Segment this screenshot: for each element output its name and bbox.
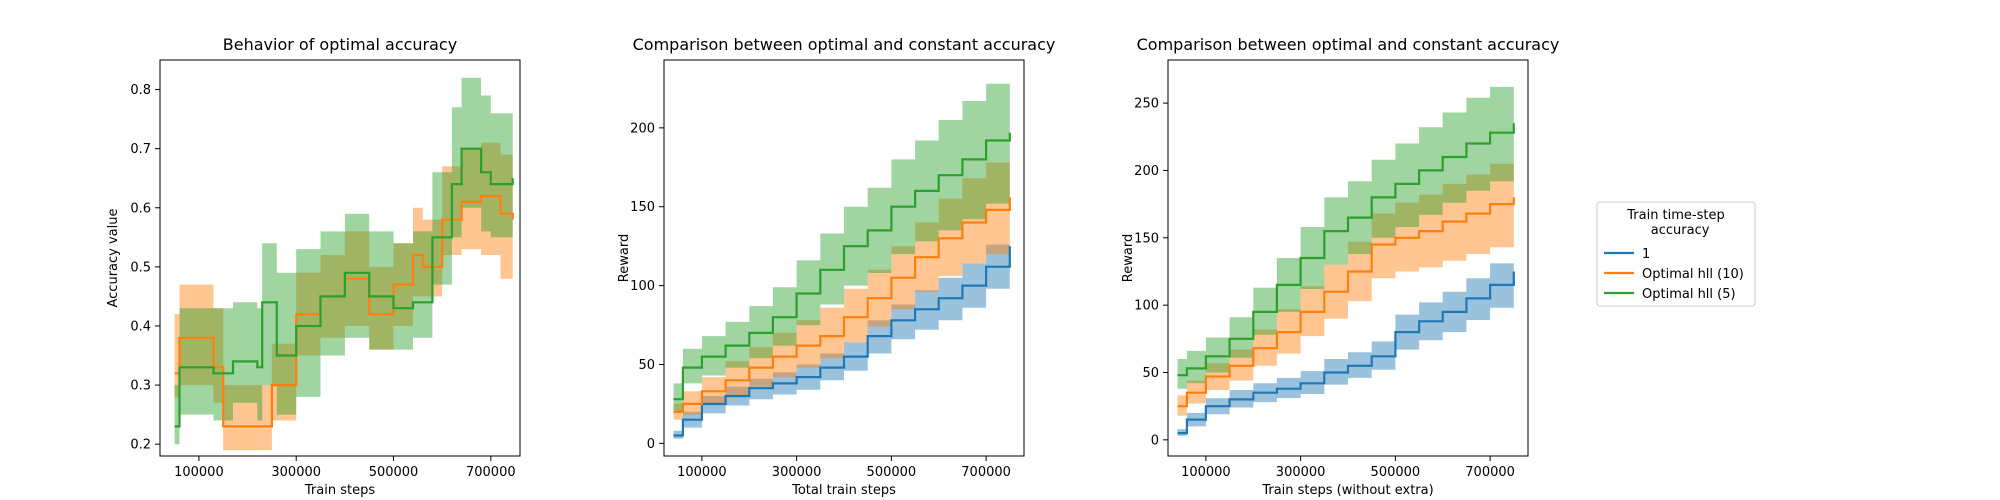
y-tick-label: 50 xyxy=(638,358,655,373)
x-tick-label: 700000 xyxy=(961,465,1011,480)
x-tick-label: 700000 xyxy=(1465,465,1515,480)
chart-reward-total-steps: Comparison between optimal and constant … xyxy=(617,35,1055,498)
y-axis-label: Reward xyxy=(1121,234,1136,282)
y-tick-label: 0 xyxy=(647,437,655,452)
x-tick-label: 100000 xyxy=(174,465,224,480)
legend-label-1: 1 xyxy=(1642,247,1650,262)
y-tick-label: 0.7 xyxy=(130,142,151,157)
x-tick-label: 100000 xyxy=(1181,465,1231,480)
y-tick-label: 150 xyxy=(630,200,655,215)
x-tick-label: 500000 xyxy=(867,465,917,480)
legend-title-line-1: Train time-step xyxy=(1626,208,1725,223)
axes-frame xyxy=(1167,59,1529,457)
x-tick-label: 100000 xyxy=(677,465,727,480)
band-series-1 xyxy=(174,77,513,445)
x-tick-label: 500000 xyxy=(369,465,419,480)
band-1 xyxy=(1177,251,1514,436)
y-axis-label: Accuracy value xyxy=(106,209,121,308)
y-axis-label: Reward xyxy=(617,234,632,282)
y-tick-label: 0 xyxy=(1151,433,1159,448)
line-optimal-hll-10 xyxy=(673,197,1011,413)
line-optimal-hll-5 xyxy=(673,132,1011,401)
y-tick-label: 50 xyxy=(1142,366,1159,381)
y-tick-label: 200 xyxy=(1134,164,1159,179)
band-optimal-hll-10 xyxy=(673,143,1010,420)
y-tick-label: 0.8 xyxy=(130,83,151,98)
x-axis-label: Total train steps xyxy=(791,483,896,498)
legend-title-line-2: accuracy xyxy=(1643,223,1710,238)
line-optimal-hll-10 xyxy=(1177,197,1515,408)
y-tick-label: 100 xyxy=(630,279,655,294)
line-1 xyxy=(1177,271,1515,435)
x-tick-label: 700000 xyxy=(466,465,516,480)
y-tick-label: 250 xyxy=(1134,97,1159,112)
band-optimal-hll-10 xyxy=(1177,154,1514,416)
y-tick-label: 0.6 xyxy=(130,201,151,216)
chart-reward-without-extra: Comparison between optimal and constant … xyxy=(1121,35,1559,498)
chart-optimal-accuracy: Behavior of optimal accuracy 100000 300000… xyxy=(106,35,521,498)
x-axis-label: Train steps (without extra) xyxy=(1261,483,1433,498)
legend-label-optimal-hll-5: Optimal hll (5) xyxy=(1642,287,1736,302)
axes-frame xyxy=(159,59,521,457)
x-tick-label: 500000 xyxy=(1371,465,1421,480)
y-tick-label: 0.5 xyxy=(130,260,151,275)
x-tick-label: 300000 xyxy=(1276,465,1326,480)
y-tick-label: 0.3 xyxy=(130,379,151,394)
y-tick-label: 150 xyxy=(1134,231,1159,246)
band-optimal-hll-5 xyxy=(673,80,1010,412)
y-tick-label: 100 xyxy=(1134,299,1159,314)
x-axis-label: Train steps xyxy=(304,483,375,498)
line-1 xyxy=(673,246,1011,437)
y-tick-label: 200 xyxy=(630,121,655,136)
y-tick-label: 0.2 xyxy=(130,438,151,453)
x-tick-label: 300000 xyxy=(772,465,822,480)
legend-frame xyxy=(1596,201,1756,307)
legend: Train time-step accuracy 1 Optimal hll (… xyxy=(1596,201,1756,307)
axes-frame xyxy=(663,59,1025,457)
chart-title: Comparison between optimal and constant … xyxy=(1137,35,1560,54)
line-optimal-hll-5 xyxy=(1177,123,1515,377)
y-tick-label: 0.4 xyxy=(130,319,151,334)
chart-title: Behavior of optimal accuracy xyxy=(223,35,457,54)
x-tick-label: 300000 xyxy=(271,465,321,480)
chart-title: Comparison between optimal and constant … xyxy=(633,35,1056,54)
band-1 xyxy=(673,222,1010,439)
line-series-1 xyxy=(174,147,514,428)
legend-label-optimal-hll-10: Optimal hll (10) xyxy=(1642,267,1744,282)
